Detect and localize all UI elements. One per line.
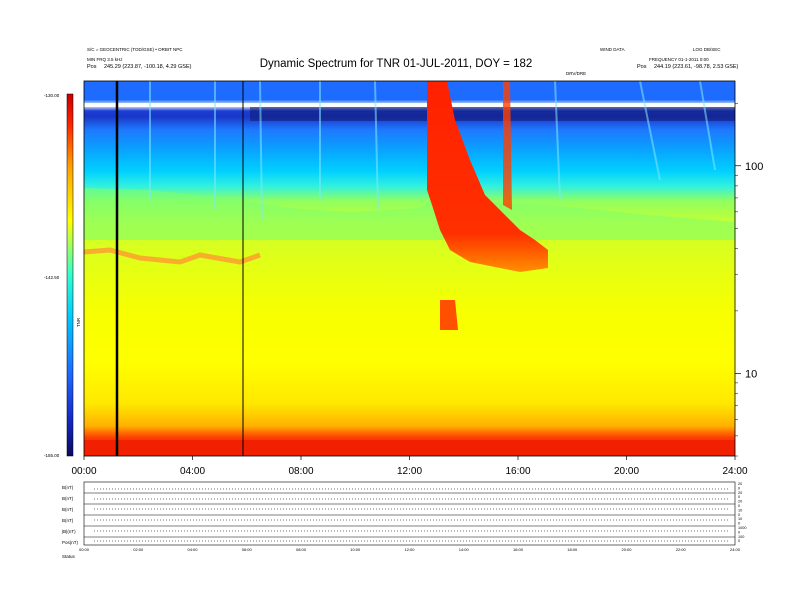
- sub-panel-label: |B|(nT): [62, 529, 76, 534]
- sub-y-tick-label: 0: [738, 539, 740, 543]
- header-right-line2: FREQUENCY 01-1-2011 0:00: [649, 57, 709, 62]
- low-frequency-red-band: [84, 440, 735, 456]
- sub-x-tick-label: 10:00: [350, 547, 361, 552]
- radio-burst-tail: [440, 300, 458, 330]
- sub-panel-bottom-label: Pos(nT): [62, 540, 79, 545]
- burst-streak: [503, 81, 512, 210]
- sub-panel-label: B(nT): [62, 496, 74, 501]
- header-left-pos-value: 245.29 (223.87, -100.18, 4.29 GSE): [104, 64, 192, 70]
- x-tick-label: 08:00: [288, 466, 313, 477]
- x-tick-label: 16:00: [505, 466, 530, 477]
- header-right-top-left: WIND DATA: [600, 47, 625, 52]
- colorbar-tick-mid: -142.50: [44, 275, 60, 280]
- dark-band-top: [84, 103, 735, 107]
- sub-x-tick-label: 12:00: [404, 547, 415, 552]
- sub-y-tick-label: 20: [738, 491, 742, 495]
- y-tick-label: 10: [745, 368, 757, 380]
- sub-y-tick-label: 0: [738, 530, 740, 534]
- header-left-pos-label: Pos: [87, 64, 97, 70]
- marker-label: DRV/DRE: [566, 71, 587, 76]
- vertical-streaks: [149, 81, 716, 221]
- x-tick-label: 24:00: [722, 466, 747, 477]
- sub-x-tick-label: 04:00: [187, 547, 198, 552]
- colorbar-tick-top: -130.00: [44, 93, 60, 98]
- x-tick-label: 12:00: [397, 466, 422, 477]
- sub-y-tick-label: 1000: [738, 526, 746, 530]
- sub-x-tick-label: 02:00: [133, 547, 144, 552]
- green-band-boundary: [84, 188, 735, 240]
- sub-x-tick-label: 24:00: [730, 547, 741, 552]
- sub-y-tick-label: 20: [738, 500, 742, 504]
- header-right-top-right: LOG DB/SEC: [693, 47, 721, 52]
- sub-y-tick-label: 0: [738, 513, 740, 517]
- sub-panel-bottom-label: Status: [62, 554, 75, 559]
- colorbar-label: TNR: [76, 317, 82, 328]
- sub-x-tick-label: 14:00: [459, 547, 470, 552]
- sub-panel-label: B(nT): [62, 485, 74, 490]
- sub-x-tick-label: 22:00: [676, 547, 687, 552]
- sub-x-tick-label: 18:00: [567, 547, 578, 552]
- header-right-pos-value: 244.19 (223.61, -98.78, 2.53 GSE): [654, 64, 739, 70]
- sub-y-tick-label: 0: [738, 495, 740, 499]
- sub-x-tick-label: 06:00: [242, 547, 253, 552]
- sub-panel-label: B(nT): [62, 507, 74, 512]
- sub-y-tick-label: 0: [738, 522, 740, 526]
- dark-band: [250, 107, 735, 121]
- header-left-line1: S/C = GEOCENTRIC (TOD/GSE) • ORBIT NPC: [87, 47, 183, 52]
- sub-x-tick-label: 16:00: [513, 547, 524, 552]
- x-tick-label: 00:00: [71, 466, 96, 477]
- sub-x-tick-label: 20:00: [621, 547, 632, 552]
- radio-burst: [427, 81, 548, 272]
- header-left-line2: MIN FRQ 3.5 kHz: [87, 57, 123, 62]
- y-tick-label: 100: [745, 161, 763, 173]
- sub-y-tick-label: 10: [738, 508, 742, 512]
- orange-emission-band: [84, 247, 261, 265]
- sub-x-tick-label: 08:00: [296, 547, 307, 552]
- spectrum-background: [84, 81, 735, 456]
- y-axis-right: 10 100: [735, 103, 763, 457]
- x-tick-label: 20:00: [614, 466, 639, 477]
- sub-y-tick-label: 100: [738, 535, 744, 539]
- sub-panel-label: B(nT): [62, 518, 74, 523]
- sub-x-tick-label: 00:00: [79, 547, 90, 552]
- sub-y-tick-label: 0: [738, 486, 740, 490]
- spectrogram: [84, 81, 735, 456]
- sub-y-tick-label: 20: [738, 482, 742, 486]
- colorbar: [66, 93, 74, 457]
- header-right-pos-label: Pos: [637, 64, 647, 70]
- sub-y-tick-label: 0: [738, 504, 740, 508]
- sub-panels: 00:00 02:00 04:00 06:00 08:00 10:00 12:00 14:00…: [79, 481, 746, 552]
- x-axis: 00:00 04:00 08:00 12:00 16:00 20:00 24:00: [71, 456, 748, 477]
- sub-y-tick-label: 10: [738, 517, 742, 521]
- x-tick-label: 04:00: [180, 466, 205, 477]
- colorbar-tick-bottom: -155.00: [44, 453, 60, 458]
- chart-title: Dynamic Spectrum for TNR 01-JUL-2011, DO…: [259, 58, 533, 70]
